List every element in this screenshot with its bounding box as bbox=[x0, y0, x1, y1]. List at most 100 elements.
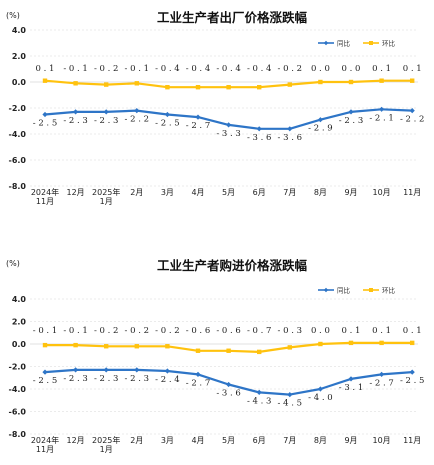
chart1-x-tick-label: 2月 bbox=[130, 188, 143, 197]
chart2-x-tick-label: 2月 bbox=[130, 436, 143, 445]
chart2-mom-data-label: 0 . 1 bbox=[403, 326, 422, 336]
chart1-legend-mom-label: 环比 bbox=[382, 39, 396, 48]
chart2-x-tick-label: 6月 bbox=[253, 436, 266, 445]
chart2-yoy-data-label: - 4 . 5 bbox=[278, 399, 303, 409]
chart1-yoy-data-label: - 3 . 6 bbox=[247, 133, 272, 143]
chart1-mom-point bbox=[104, 82, 109, 87]
chart2-mom-data-label: 0 . 1 bbox=[372, 326, 391, 336]
chart2-legend-mom-label: 环比 bbox=[382, 286, 396, 295]
chart1-yoy-point bbox=[379, 106, 385, 112]
chart1-mom-data-label: 0 . 0 bbox=[342, 64, 361, 74]
chart1-yoy-data-label: - 2 . 2 bbox=[400, 115, 425, 125]
chart1-unit-label: (%) bbox=[6, 11, 20, 20]
chart1-x-tick-label: 8月 bbox=[314, 188, 327, 197]
chart2-y-tick-label: 0.0 bbox=[12, 340, 27, 349]
chart1-yoy-point bbox=[409, 108, 415, 114]
chart2-y-tick-label: -2.0 bbox=[9, 363, 27, 372]
chart1-yoy-data-label: - 2 . 3 bbox=[339, 116, 364, 126]
chart2-yoy-data-label: - 2 . 5 bbox=[400, 376, 425, 386]
chart1-mom-point bbox=[348, 79, 354, 85]
chart1-mom-data-label: - 0 . 1 bbox=[63, 64, 88, 74]
chart1-yoy-data-label: - 2 . 7 bbox=[186, 121, 211, 131]
chart1-x-tick-label: 4月 bbox=[191, 188, 204, 197]
chart1-mom-point bbox=[73, 81, 78, 86]
chart2-yoy-data-label: - 2 . 3 bbox=[63, 374, 88, 384]
chart1-mom-data-label: 0 . 1 bbox=[403, 64, 422, 74]
chart1-yoy-data-label: - 2 . 2 bbox=[125, 115, 150, 125]
chart2-mom-data-label: - 0 . 2 bbox=[125, 326, 150, 336]
chart2-yoy-data-label: - 2 . 7 bbox=[369, 378, 394, 388]
chart1-yoy-data-label: - 2 . 1 bbox=[369, 113, 394, 123]
chart2-mom-point bbox=[348, 340, 354, 346]
chart2-mom-point bbox=[410, 340, 415, 346]
chart2-mom-point bbox=[379, 340, 384, 346]
chart2-yoy-data-label: - 3 . 6 bbox=[216, 389, 241, 399]
chart2-x-tick-label: 2024年 11月 bbox=[31, 435, 59, 454]
chart2-mom-data-label: - 0 . 2 bbox=[94, 326, 119, 336]
chart2-yoy-data-label: - 2 . 7 bbox=[186, 378, 211, 388]
chart2-yoy-point bbox=[164, 368, 170, 374]
chart2-yoy-data-label: - 3 . 1 bbox=[339, 383, 364, 393]
chart2-title: 工业生产者购进价格涨跌幅 bbox=[157, 258, 308, 273]
chart2-y-tick-label: -6.0 bbox=[9, 408, 27, 417]
chart2-yoy-point bbox=[226, 381, 232, 388]
chart2-yoy-data-label: - 4 . 0 bbox=[308, 393, 333, 403]
chart1-y-tick-label: 0.0 bbox=[12, 78, 27, 87]
chart1-mom-point bbox=[165, 85, 170, 90]
chart1-yoy-point bbox=[73, 109, 79, 115]
chart2-yoy-point bbox=[134, 367, 140, 373]
chart1-mom-point bbox=[318, 79, 323, 85]
chart1-legend-yoy-label: 同比 bbox=[337, 39, 351, 48]
chart1-x-tick-label: 5月 bbox=[222, 188, 235, 197]
chart1-y-tick-label: -4.0 bbox=[9, 130, 27, 139]
chart2-x-tick-label: 12月 bbox=[67, 436, 85, 445]
chart1-yoy-data-label: - 2 . 3 bbox=[63, 116, 88, 126]
chart2-yoy-data-label: - 2 . 4 bbox=[155, 375, 180, 385]
chart1-yoy-point bbox=[317, 117, 323, 123]
chart2-legend-yoy-marker bbox=[323, 287, 329, 293]
chart1-y-tick-label: -8.0 bbox=[9, 182, 27, 191]
chart1-mom-data-label: - 0 . 2 bbox=[278, 64, 303, 74]
chart1-mom-data-label: - 0 . 2 bbox=[94, 64, 119, 74]
chart1-yoy-point bbox=[226, 122, 232, 128]
chart1-yoy-point bbox=[164, 111, 170, 118]
chart1-x-tick-label: 6月 bbox=[253, 188, 266, 197]
chart2-x-tick-label: 4月 bbox=[191, 436, 204, 445]
chart2-mom-data-label: - 0 . 7 bbox=[247, 326, 272, 336]
chart1-mom-data-label: - 0 . 4 bbox=[216, 64, 241, 74]
chart2-mom-point bbox=[134, 344, 139, 349]
chart1-mom-point bbox=[42, 78, 48, 83]
chart1-x-tick-label: 2025年 1月 bbox=[92, 187, 120, 206]
chart2-yoy-point bbox=[317, 386, 323, 392]
chart1-mom-point bbox=[257, 85, 262, 90]
chart1-x-tick-label: 2024年 11月 bbox=[31, 187, 59, 206]
chart2-mom-point bbox=[195, 348, 201, 353]
chart1-x-tick-label: 11月 bbox=[403, 188, 421, 197]
chart2-yoy-data-label: - 2 . 5 bbox=[33, 376, 58, 386]
chart1-mom-point bbox=[226, 85, 231, 90]
chart1-mom-point bbox=[379, 78, 384, 83]
chart1-yoy-point bbox=[256, 126, 262, 132]
chart2-mom-data-label: 0 . 1 bbox=[342, 326, 361, 336]
chart2-yoy-point bbox=[287, 392, 293, 398]
chart1-yoy-point bbox=[287, 126, 293, 132]
chart2-yoy-data-label: - 2 . 3 bbox=[94, 374, 119, 384]
chart1-yoy-data-label: - 2 . 3 bbox=[94, 116, 119, 126]
chart1-title: 工业生产者出厂价格涨跌幅 bbox=[157, 10, 308, 25]
chart1-x-tick-label: 7月 bbox=[283, 188, 296, 197]
chart2-yoy-point bbox=[42, 369, 48, 375]
chart2-mom-point bbox=[257, 349, 262, 355]
chart1-yoy-point bbox=[42, 111, 48, 118]
chart1-mom-point bbox=[195, 85, 201, 90]
chart2-yoy-point bbox=[379, 371, 385, 377]
chart2-mom-data-label: - 0 . 1 bbox=[33, 326, 58, 336]
chart1-y-tick-label: -2.0 bbox=[9, 104, 27, 113]
chart2-legend-yoy-label: 同比 bbox=[337, 286, 351, 295]
chart1-y-tick-label: -6.0 bbox=[9, 156, 27, 165]
chart1-yoy-point bbox=[103, 109, 109, 115]
chart2-yoy-point bbox=[103, 367, 109, 373]
chart2-yoy-point bbox=[409, 369, 415, 375]
chart1-yoy-data-label: - 2 . 5 bbox=[33, 119, 58, 129]
chart2-y-tick-label: 2.0 bbox=[12, 318, 27, 327]
chart1-yoy-point bbox=[134, 108, 140, 114]
